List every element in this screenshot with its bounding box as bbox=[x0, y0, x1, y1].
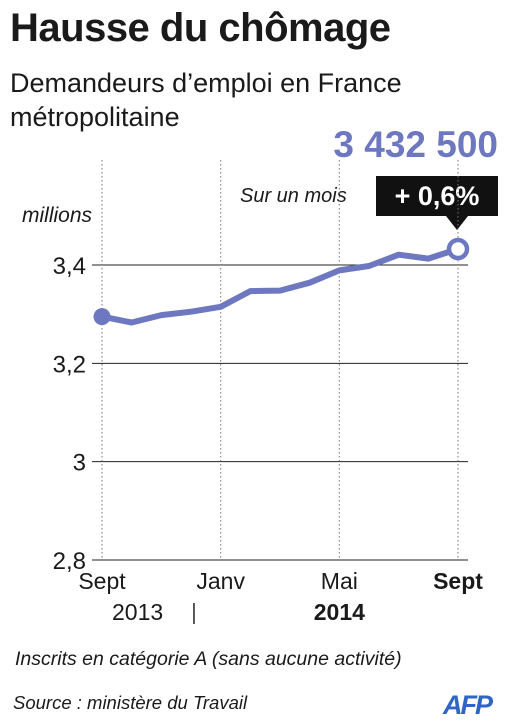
afp-logo: AFP bbox=[442, 690, 496, 719]
data-point bbox=[217, 303, 224, 310]
data-point bbox=[336, 267, 343, 274]
data-point bbox=[128, 319, 135, 326]
monthly-change-badge: + 0,6% bbox=[376, 176, 498, 216]
start-point bbox=[93, 308, 111, 326]
end-point bbox=[446, 237, 470, 261]
data-point bbox=[158, 312, 165, 318]
y-tick-label: 3,2 bbox=[53, 351, 86, 378]
series-line bbox=[99, 246, 461, 326]
x-tick-label: Janv bbox=[196, 568, 245, 594]
y-tick-label: 2,8 bbox=[53, 548, 86, 575]
y-tick-label: 3,4 bbox=[53, 253, 86, 280]
x-tick-label: Sept bbox=[78, 568, 126, 594]
data-point bbox=[425, 255, 432, 262]
source-credit: Source : ministère du Travail bbox=[13, 692, 248, 713]
data-point bbox=[247, 288, 254, 294]
data-point bbox=[395, 251, 402, 258]
data-point bbox=[306, 279, 313, 286]
chart-subtitle: Demandeurs d’emploi en France métropolit… bbox=[10, 68, 402, 132]
data-point bbox=[188, 308, 194, 315]
data-point bbox=[366, 263, 372, 269]
y-tick-label: 3 bbox=[73, 450, 86, 477]
chart-title: Hausse du chômage bbox=[10, 6, 391, 50]
monthly-change-label: Sur un mois bbox=[240, 185, 347, 207]
x-year-label: 2013 bbox=[112, 599, 163, 625]
latest-value: 3 432 500 bbox=[333, 124, 498, 165]
footnote: Inscrits en catégorie A (sans aucune act… bbox=[15, 648, 402, 670]
x-tick-label: Mai bbox=[321, 568, 358, 594]
badge-pointer bbox=[446, 216, 468, 230]
afp-logo-text: AFP bbox=[442, 690, 494, 719]
data-point bbox=[277, 287, 283, 294]
y-axis-label: millions bbox=[22, 204, 93, 227]
x-tick-label: Sept bbox=[433, 568, 483, 594]
x-year-label: 2014 bbox=[314, 599, 365, 625]
